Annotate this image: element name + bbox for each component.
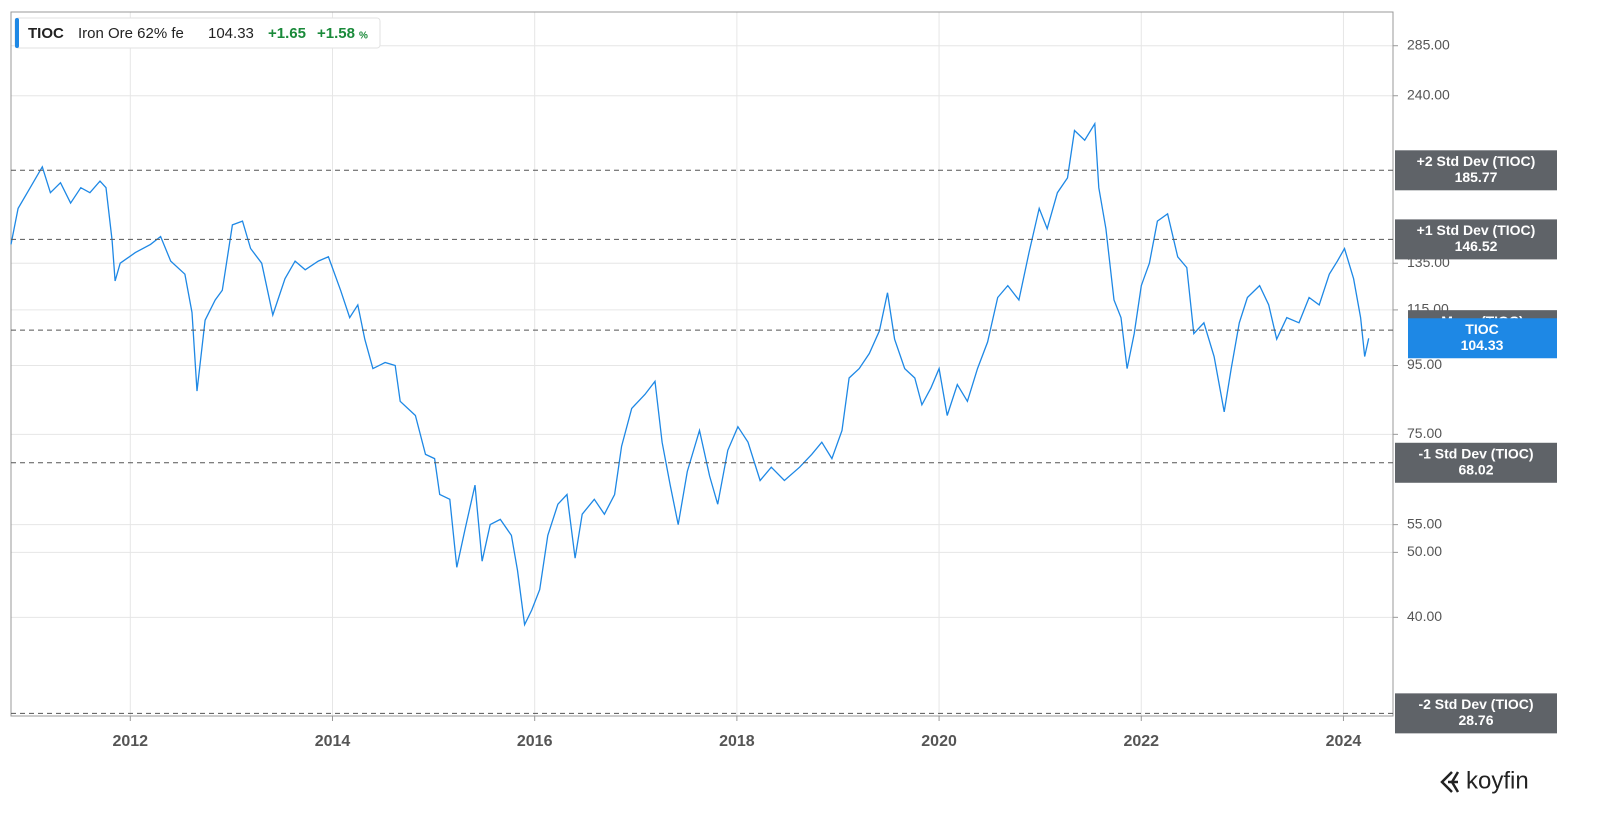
y-tick-label: 55.00 [1407, 515, 1442, 531]
brand-icon [1440, 771, 1460, 793]
reference-label: +1 Std Dev (TIOC) [1417, 222, 1536, 238]
x-tick-label: 2024 [1326, 733, 1362, 750]
reference-box [1395, 219, 1557, 260]
x-tick-label: 2016 [517, 733, 553, 750]
legend-change-pct: +1.58 [317, 25, 355, 42]
x-tick-label: 2020 [921, 733, 957, 750]
legend-swatch [15, 18, 19, 48]
reference-box [1395, 693, 1557, 734]
grid [11, 12, 1393, 716]
legend-change-unit: % [359, 31, 368, 42]
brand: koyfin [1440, 767, 1529, 794]
reference-label: -1 Std Dev (TIOC) [1418, 445, 1533, 461]
y-tick-label: 50.00 [1407, 543, 1442, 559]
y-tick-label: 75.00 [1407, 425, 1442, 441]
x-tick-label: 2022 [1123, 733, 1159, 750]
y-tick-label: 95.00 [1407, 356, 1442, 372]
y-tick-label: 240.00 [1407, 86, 1450, 102]
price-line [10, 121, 1370, 627]
reference-value: 68.02 [1458, 461, 1493, 477]
reference-value: 146.52 [1455, 238, 1498, 254]
reference-label: -2 Std Dev (TIOC) [1418, 696, 1533, 712]
y-tick-label: 40.00 [1407, 608, 1442, 624]
reference-value: 28.76 [1458, 712, 1493, 728]
reference-box [1395, 442, 1557, 483]
plot-frame [10, 11, 1394, 717]
legend-change: +1.65 [268, 25, 306, 42]
last-value: 104.33 [1461, 337, 1504, 353]
legend: TIOC Iron Ore 62% fe 104.33 +1.65 +1.58 … [14, 17, 381, 49]
x-tick-label: 2012 [112, 733, 148, 750]
legend-symbol: TIOC [28, 25, 64, 42]
last-value-box [1408, 318, 1557, 359]
reference-label: +2 Std Dev (TIOC) [1417, 153, 1536, 169]
legend-price: 104.33 [208, 25, 254, 42]
x-tick-label: 2018 [719, 733, 755, 750]
reference-value: 185.77 [1455, 169, 1498, 185]
last-value-name: TIOC [1465, 321, 1498, 337]
brand-name: koyfin [1466, 767, 1529, 794]
y-tick-label: 285.00 [1407, 36, 1450, 52]
x-tick-label: 2014 [315, 733, 351, 750]
legend-name: Iron Ore 62% fe [78, 25, 184, 42]
reference-box [1395, 150, 1557, 191]
